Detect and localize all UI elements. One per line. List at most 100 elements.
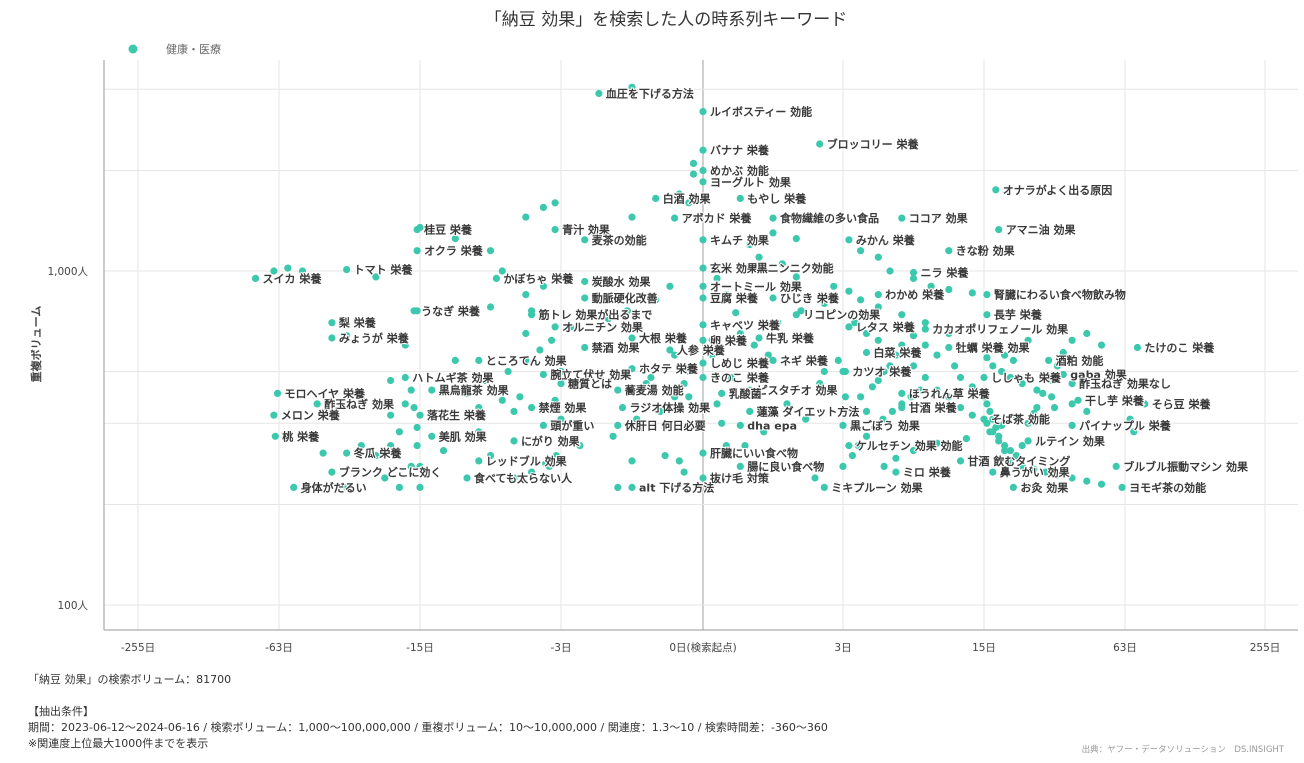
data-point [270, 411, 278, 419]
data-point [839, 421, 847, 429]
data-point [1024, 336, 1032, 344]
data-point [956, 457, 965, 465]
data-point [486, 452, 495, 460]
data-point [956, 404, 965, 412]
data-point [980, 393, 988, 401]
data-point [892, 351, 900, 359]
data-point [874, 376, 882, 385]
data-point [510, 474, 518, 482]
data-point [1039, 389, 1047, 397]
point-label: ニラ 栄養 [921, 266, 969, 280]
point-label: 食べても太らない人 [474, 471, 573, 485]
data-point [451, 235, 459, 243]
data-point [792, 311, 800, 319]
data-point [1012, 452, 1020, 460]
data-point [995, 437, 1003, 445]
data-point [732, 309, 740, 317]
point-label: ブルブル振動マシン 効果 [1123, 459, 1248, 473]
data-point [857, 296, 865, 304]
data-point [1053, 471, 1061, 479]
data-point [328, 468, 336, 476]
point-label: 大根 栄養 [639, 331, 687, 345]
data-point [862, 348, 871, 357]
data-point [463, 474, 471, 482]
data-point [1068, 380, 1076, 388]
data-point [439, 447, 448, 455]
data-point [848, 452, 857, 460]
data-point [755, 253, 763, 261]
point-label: 黒烏龍茶 効果 [439, 383, 509, 397]
data-point [551, 396, 559, 404]
point-label: 肝臓にいい食べ物 [710, 446, 798, 460]
point-label: ケルセチン 効果 効能 [856, 439, 963, 453]
data-point [463, 389, 471, 397]
data-point [699, 108, 707, 116]
data-point [708, 351, 716, 359]
data-point [1130, 428, 1138, 436]
data-point [968, 289, 976, 297]
data-point [727, 373, 735, 382]
data-point [816, 380, 824, 388]
data-point [909, 274, 918, 282]
data-point [410, 307, 418, 315]
point-label: 豆腐 栄養 [710, 291, 758, 305]
point-label: めかぶ 効能 [710, 164, 769, 178]
point-label: もやし 栄養 [747, 191, 806, 205]
point-label: 酢玉ねぎ 効果 [324, 397, 394, 411]
x-tick-label: 3日 [834, 642, 851, 654]
data-point [769, 356, 777, 364]
data-point [892, 468, 900, 476]
data-point [623, 307, 631, 315]
data-point [845, 323, 853, 331]
data-point [528, 468, 536, 476]
data-point [699, 359, 707, 367]
point-label: モロヘイヤ 栄養 [285, 386, 366, 400]
point-label: 頭が重い [550, 418, 594, 432]
data-point [736, 462, 744, 470]
data-point [980, 415, 988, 423]
point-label: dha epa [747, 419, 797, 432]
point-label: 腎臓にわるい食べ物飲み物 [994, 288, 1126, 302]
point-label: みかん 栄養 [856, 233, 915, 247]
point-label: リコピンの効果 [803, 308, 880, 322]
data-point [1030, 409, 1038, 417]
data-point [343, 483, 351, 491]
data-point [628, 457, 636, 465]
point-label: パイナップル 栄養 [1079, 418, 1171, 432]
data-point [989, 362, 997, 370]
data-point [907, 393, 915, 401]
point-label: キャベツ 栄養 [710, 318, 780, 332]
point-label: ホタテ 栄養 [639, 362, 698, 376]
search-volume-note: 「納豆 効果」の検索ボリューム：81700 [28, 673, 232, 686]
data-point [536, 346, 544, 354]
data-point [407, 386, 415, 394]
point-label: 筋トレ 効果が出るまで [538, 308, 653, 322]
point-label: カカオポリフェノール 効果 [932, 322, 1068, 336]
data-point [746, 264, 754, 272]
data-point [1030, 465, 1038, 473]
data-point [995, 226, 1003, 234]
data-point [699, 321, 707, 329]
data-point [685, 199, 693, 207]
legend[interactable]: 健康・医療 [128, 42, 222, 56]
data-point [909, 362, 918, 370]
data-point [528, 404, 536, 412]
data-point [551, 199, 559, 207]
point-label: 禁煙 効果 [539, 401, 587, 415]
data-point [1045, 356, 1053, 364]
data-point [290, 483, 298, 491]
data-point [557, 367, 565, 376]
point-label: 休肝日 何日必要 [624, 418, 706, 432]
data-point [413, 423, 421, 432]
point-label: 蕎麦湯 効能 [624, 383, 684, 397]
data-point [522, 291, 530, 299]
data-point [539, 282, 548, 290]
point-label: うなぎ 栄養 [421, 304, 480, 318]
data-point [764, 351, 772, 359]
data-point [841, 393, 850, 401]
data-point [357, 442, 365, 450]
data-point [892, 454, 900, 462]
data-point [416, 411, 424, 419]
point-label: 黒ニンニク効能 [757, 261, 834, 275]
point-label: 卵 栄養 [710, 333, 747, 347]
